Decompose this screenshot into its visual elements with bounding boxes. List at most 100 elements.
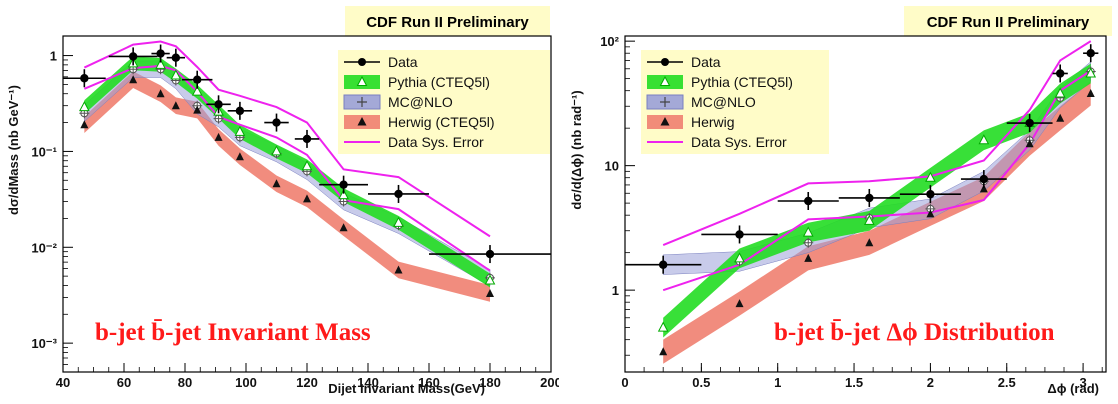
data-point xyxy=(804,196,813,206)
herwig-marker xyxy=(979,184,988,193)
pythia-marker xyxy=(657,321,669,332)
sys-error-lower xyxy=(83,64,491,272)
legend-label: Data Sys. Error xyxy=(691,134,787,150)
data-point xyxy=(979,174,989,184)
pythia-marker xyxy=(925,171,936,182)
herwig-marker xyxy=(659,347,668,356)
preliminary-box xyxy=(345,6,550,36)
data-point xyxy=(865,193,874,203)
preliminary-box xyxy=(904,6,1112,36)
x-tick-label: 200 xyxy=(540,375,559,390)
herwig-marker xyxy=(735,299,744,308)
x-tick-label: 120 xyxy=(296,375,318,390)
data-point xyxy=(658,260,668,269)
legend-herwig-marker xyxy=(660,117,670,126)
x-axis-label: Dijet Invariant Mass(GeV) xyxy=(328,381,485,396)
y-tick-label: 10 xyxy=(605,159,619,174)
band-herwig xyxy=(663,81,1091,364)
y-axis-label: dσ/d(Δϕ) (nb rad⁻¹) xyxy=(569,90,584,209)
legend-mcnlo-marker xyxy=(660,97,670,107)
band-mc-nlo xyxy=(662,61,1091,275)
preliminary-label: CDF Run II Preliminary xyxy=(927,14,1090,31)
y-axis-label: dσ/dMass (nb GeV⁻¹) xyxy=(6,85,21,215)
x-tick-label: 100 xyxy=(235,375,257,390)
herwig-marker xyxy=(129,75,138,84)
y-tick-label: 10⁻¹ xyxy=(31,144,57,159)
dphi-chart-panel: CDF Run II Preliminary 0 0.5 1 1.5 2 2.5 3 1 10 10… xyxy=(559,0,1118,399)
data-point xyxy=(735,230,744,239)
legend-mcnlo-marker xyxy=(357,97,367,107)
x-tick-label: 2.5 xyxy=(998,375,1016,390)
pythia-marker xyxy=(191,85,203,96)
data-point xyxy=(926,189,935,199)
pythia-marker xyxy=(301,160,313,171)
x-tick-label: 40 xyxy=(56,375,70,390)
pythia-marker xyxy=(1054,87,1066,98)
herwig-marker xyxy=(926,209,935,218)
legend-label: Data xyxy=(388,54,418,70)
chart-title: b-jet b̄-jet Δϕ Distribution xyxy=(774,319,1055,346)
data-point xyxy=(339,180,348,189)
herwig-marker xyxy=(80,120,89,129)
x-axis-label: Δϕ (rad) xyxy=(1047,381,1099,396)
data-point xyxy=(485,249,495,259)
legend-data-marker xyxy=(358,58,366,66)
x-tick-label: 1.5 xyxy=(845,375,863,390)
x-tick-label: 140 xyxy=(357,375,379,390)
data-point xyxy=(80,74,89,83)
legend-label: Herwig xyxy=(691,114,735,130)
herwig-marker xyxy=(394,265,403,274)
mcnlo-marker-cross xyxy=(803,237,814,248)
pythia-marker xyxy=(1085,67,1097,78)
herwig-marker xyxy=(486,288,494,297)
data-point xyxy=(394,189,403,199)
y-tick-label: 1 xyxy=(50,49,57,64)
chart-title: b-jet b̄-jet Invariant Mass xyxy=(95,319,371,346)
data-point xyxy=(128,52,138,61)
herwig-marker xyxy=(804,253,813,262)
data-point xyxy=(302,134,312,144)
legend-data-marker xyxy=(661,58,669,66)
data-point xyxy=(156,49,165,58)
y-tick-label: 1 xyxy=(612,283,619,298)
pythia-marker xyxy=(271,145,282,156)
data-point xyxy=(235,106,245,116)
x-tick-label: 180 xyxy=(479,375,501,390)
pythia-marker xyxy=(802,226,814,237)
herwig-marker xyxy=(171,101,180,110)
legend-pythia-marker xyxy=(356,75,368,86)
pythia-marker xyxy=(978,134,990,145)
preliminary-label: CDF Run II Preliminary xyxy=(366,14,529,31)
x-tick-label: 160 xyxy=(418,375,440,390)
legend-pythia-marker xyxy=(659,75,671,86)
data-point xyxy=(272,118,281,127)
x-tick-label: 1 xyxy=(774,375,781,390)
band-pythia xyxy=(663,63,1091,338)
pythia-marker xyxy=(338,189,349,200)
band-herwig xyxy=(84,71,490,302)
herwig-marker xyxy=(339,223,348,232)
herwig-marker xyxy=(865,238,874,247)
x-tick-label: 80 xyxy=(178,375,192,390)
herwig-marker xyxy=(214,132,223,141)
x-tick-label: 0.5 xyxy=(692,375,710,390)
legend-label: Pythia (CTEQ5l) xyxy=(388,74,490,90)
x-tick-label: 3 xyxy=(1079,375,1086,390)
plot-frame xyxy=(624,35,1107,373)
pythia-marker xyxy=(863,214,875,225)
dphi-chart: CDF Run II Preliminary 0 0.5 1 1.5 2 2.5 3 1 10 10… xyxy=(569,6,1112,396)
y-tick-label: 10⁻³ xyxy=(31,336,57,351)
data-point xyxy=(193,75,202,84)
herwig-marker xyxy=(235,152,244,161)
legend-label: Data Sys. Error xyxy=(388,134,484,150)
data-point xyxy=(1055,69,1065,78)
legend-label: MC@NLO xyxy=(388,94,453,110)
herwig-marker xyxy=(156,89,165,98)
data-point xyxy=(1086,49,1095,58)
pythia-marker xyxy=(155,58,166,69)
pythia-marker xyxy=(170,69,182,80)
mass-chart-panel: CDF Run II Preliminary 40 60 80 100 120 140 160… xyxy=(0,0,562,399)
x-tick-label: 2 xyxy=(927,375,934,390)
legend-label: Pythia (CTEQ5l) xyxy=(691,74,793,90)
legend-label: MC@NLO xyxy=(691,94,756,110)
